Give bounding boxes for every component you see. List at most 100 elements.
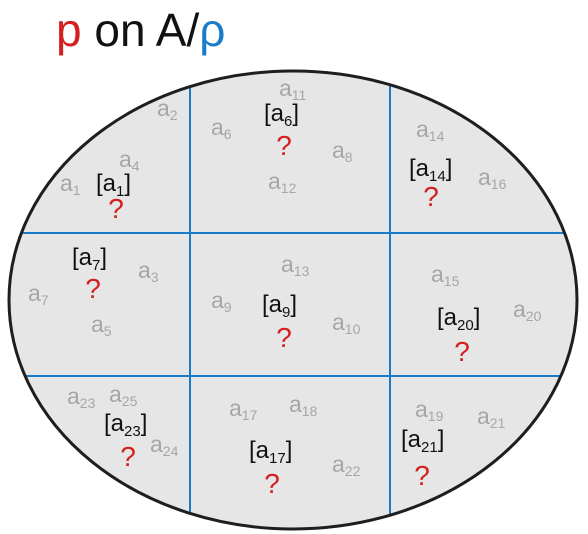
element-subscript: 23 bbox=[80, 395, 96, 411]
element-subscript: 18 bbox=[302, 403, 318, 419]
element-a1: a1 bbox=[60, 170, 81, 198]
element-letter: a bbox=[119, 146, 132, 172]
element-letter: a bbox=[268, 168, 281, 194]
element-subscript: 4 bbox=[132, 158, 140, 174]
element-letter: a bbox=[281, 251, 294, 277]
class-open: [a bbox=[104, 410, 125, 437]
title-on-a: on A/ bbox=[81, 4, 200, 56]
element-letter: a bbox=[211, 287, 224, 313]
element-letter: a bbox=[431, 261, 444, 287]
set-a-boundary bbox=[7, 69, 579, 531]
element-a19: a19 bbox=[415, 396, 444, 424]
element-subscript: 16 bbox=[491, 176, 507, 192]
class-label-a6: [a6] bbox=[264, 100, 299, 130]
element-a15: a15 bbox=[431, 261, 460, 289]
element-letter: a bbox=[211, 114, 224, 140]
class-open: [a bbox=[249, 437, 270, 464]
element-letter: a bbox=[60, 170, 73, 196]
element-letter: a bbox=[332, 137, 345, 163]
element-subscript: 9 bbox=[224, 299, 232, 315]
element-subscript: 5 bbox=[104, 323, 112, 339]
question-mark-a17: ? bbox=[264, 468, 280, 499]
element-letter: a bbox=[109, 381, 122, 407]
element-subscript: 17 bbox=[242, 407, 258, 423]
class-open: [a bbox=[437, 304, 458, 331]
class-subscript: 1 bbox=[116, 183, 124, 200]
question-mark-a14: ? bbox=[423, 181, 439, 212]
element-subscript: 15 bbox=[444, 273, 460, 289]
element-a18: a18 bbox=[289, 391, 318, 419]
class-subscript: 9 bbox=[282, 304, 290, 321]
element-a3: a3 bbox=[138, 257, 159, 285]
element-a2: a2 bbox=[157, 95, 178, 123]
element-subscript: 20 bbox=[526, 308, 542, 324]
element-letter: a bbox=[91, 311, 104, 337]
element-subscript: 19 bbox=[428, 408, 444, 424]
element-a7: a7 bbox=[28, 280, 49, 308]
class-close: ] bbox=[474, 304, 481, 331]
class-label-a20: [a20] bbox=[437, 304, 480, 334]
element-subscript: 25 bbox=[122, 393, 138, 409]
element-letter: a bbox=[513, 296, 526, 322]
class-label-a17: [a17] bbox=[249, 437, 292, 467]
class-subscript: 17 bbox=[269, 450, 286, 467]
element-subscript: 1 bbox=[73, 182, 81, 198]
element-letter: a bbox=[150, 431, 163, 457]
title-p: p bbox=[56, 4, 82, 56]
class-label-a14: [a14] bbox=[409, 155, 452, 185]
class-close: ] bbox=[290, 291, 297, 318]
element-a22: a22 bbox=[332, 451, 361, 479]
element-subscript: 21 bbox=[490, 415, 506, 431]
element-letter: a bbox=[332, 451, 345, 477]
class-close: ] bbox=[286, 437, 293, 464]
set-a-ellipse bbox=[9, 71, 577, 529]
partition-grid bbox=[9, 71, 577, 529]
question-mark-a6: ? bbox=[276, 130, 292, 161]
class-close: ] bbox=[141, 410, 148, 437]
class-label-a7: [a7] bbox=[72, 244, 107, 274]
element-letter: a bbox=[477, 403, 490, 429]
class-open: [a bbox=[401, 426, 422, 453]
diagram-title: p on A/ρ bbox=[56, 2, 225, 58]
element-subscript: 2 bbox=[170, 107, 178, 123]
element-subscript: 11 bbox=[292, 87, 307, 103]
element-letter: a bbox=[279, 75, 292, 101]
element-a8: a8 bbox=[332, 137, 353, 165]
question-mark-a23: ? bbox=[120, 441, 136, 472]
class-open: [a bbox=[262, 291, 283, 318]
element-subscript: 13 bbox=[294, 263, 310, 279]
element-a5: a5 bbox=[91, 311, 112, 339]
classes-layer: [a1]?[a6]?[a14]?[a7]?[a9]?[a20]?[a23]? [a… bbox=[72, 100, 480, 499]
class-close: ] bbox=[292, 100, 299, 127]
element-a11: a11 bbox=[279, 75, 307, 103]
class-subscript: 20 bbox=[457, 317, 474, 334]
element-a13: a13 bbox=[281, 251, 310, 279]
element-letter: a bbox=[28, 280, 41, 306]
element-a12: a12 bbox=[268, 168, 297, 196]
question-mark-a20: ? bbox=[454, 336, 470, 367]
class-close: ] bbox=[124, 170, 131, 197]
class-open: [a bbox=[96, 170, 117, 197]
element-a17: a17 bbox=[229, 395, 258, 423]
class-close: ] bbox=[100, 244, 107, 271]
element-letter: a bbox=[478, 164, 491, 190]
question-mark-a1: ? bbox=[108, 193, 124, 224]
title-rho: ρ bbox=[199, 4, 226, 56]
question-mark-a7: ? bbox=[85, 273, 101, 304]
class-label-a21: [a21] bbox=[401, 426, 444, 456]
class-open: [a bbox=[409, 155, 430, 182]
element-subscript: 8 bbox=[345, 149, 353, 165]
class-subscript: 14 bbox=[429, 168, 446, 185]
class-close: ] bbox=[446, 155, 453, 182]
element-subscript: 12 bbox=[281, 180, 297, 196]
element-a24: a24 bbox=[150, 431, 179, 459]
element-a4: a4 bbox=[119, 146, 140, 174]
element-subscript: 10 bbox=[345, 321, 361, 337]
class-subscript: 7 bbox=[92, 257, 100, 274]
class-open: [a bbox=[264, 100, 285, 127]
class-subscript: 21 bbox=[421, 439, 438, 456]
class-subscript: 23 bbox=[124, 423, 141, 440]
element-a16: a16 bbox=[478, 164, 507, 192]
element-a6: a6 bbox=[211, 114, 232, 142]
